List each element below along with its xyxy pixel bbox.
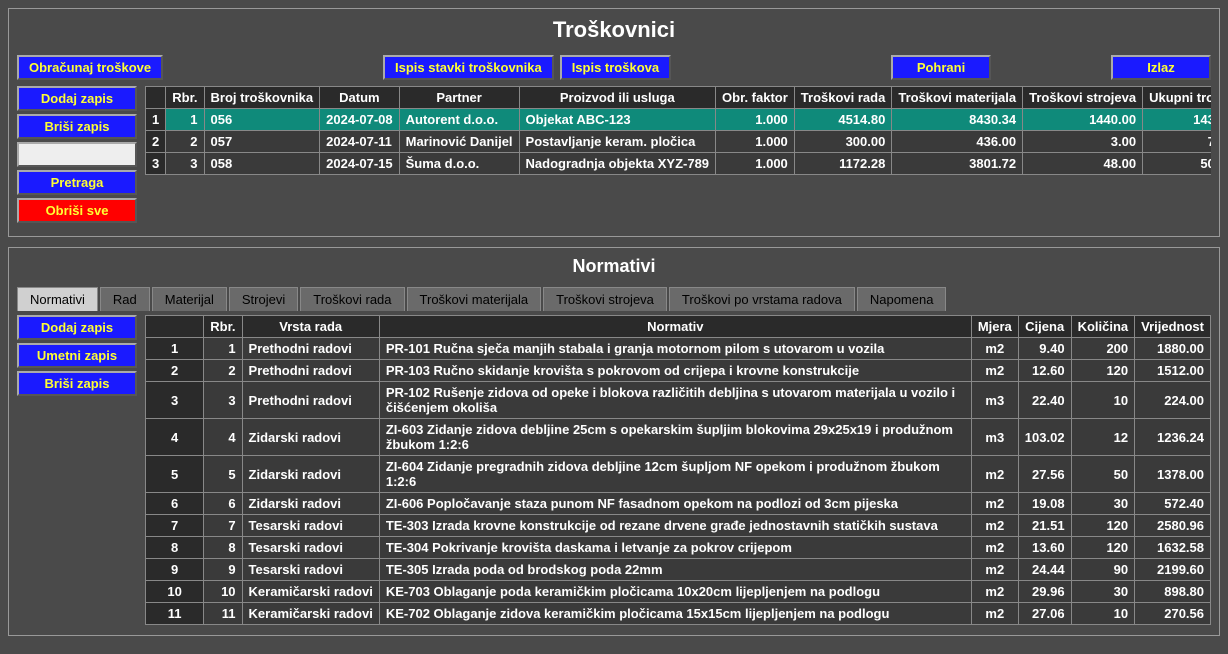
section-title: Normativi [17,256,1211,277]
side-buttons-1: Dodaj zapis Briši zapis Pretraga Obriši … [17,86,141,226]
pretraga-button[interactable]: Pretraga [17,170,137,195]
table-row[interactable]: 22Prethodni radoviPR-103 Ručno skidanje … [146,360,1211,382]
col-header[interactable]: Troškovi rada [794,87,892,109]
tab-troškovi po vrstama radova[interactable]: Troškovi po vrstama radova [669,287,855,311]
tabs: NormativiRadMaterijalStrojeviTroškovi ra… [17,287,1211,311]
col-header[interactable]: Vrsta rada [242,316,379,338]
obracunaj-button[interactable]: Obračunaj troškove [17,55,163,80]
table-row[interactable]: 220572024-07-11Marinović DanijelPostavlj… [146,131,1212,153]
ispis-troskova-button[interactable]: Ispis troškova [560,55,671,80]
brisi-zapis-button-1[interactable]: Briši zapis [17,114,137,139]
table-row[interactable]: 1111Keramičarski radoviKE-702 Oblaganje … [146,603,1211,625]
table-row[interactable]: 330582024-07-15Šuma d.o.o.Nadogradnja ob… [146,153,1212,175]
dodaj-zapis-button-2[interactable]: Dodaj zapis [17,315,137,340]
table-row[interactable]: 11Prethodni radoviPR-101 Ručna sječa man… [146,338,1211,360]
col-header[interactable]: Rbr. [166,87,204,109]
table-row[interactable]: 77Tesarski radoviTE-303 Izrada krovne ko… [146,515,1211,537]
brisi-zapis-button-2[interactable]: Briši zapis [17,371,137,396]
col-header[interactable]: Količina [1071,316,1135,338]
table-row[interactable]: 33Prethodni radoviPR-102 Rušenje zidova … [146,382,1211,419]
pohrani-button[interactable]: Pohrani [891,55,991,80]
side-buttons-2: Dodaj zapis Umetni zapis Briši zapis [17,315,141,625]
col-header[interactable]: Rbr. [204,316,242,338]
panel-troskovnici: Troškovnici Obračunaj troškove Ispis sta… [8,8,1220,237]
blank-side-button[interactable] [17,142,137,167]
umetni-zapis-button[interactable]: Umetni zapis [17,343,137,368]
col-header[interactable]: Ukupni troškovi [1143,87,1211,109]
obrisi-sve-button[interactable]: Obriši sve [17,198,137,223]
normativi-table[interactable]: Rbr.Vrsta radaNormativMjeraCijenaKoličin… [145,315,1211,625]
dodaj-zapis-button-1[interactable]: Dodaj zapis [17,86,137,111]
table-row[interactable]: 66Zidarski radoviZI-606 Popločavanje sta… [146,493,1211,515]
table-row[interactable]: 99Tesarski radoviTE-305 Izrada poda od b… [146,559,1211,581]
page-title: Troškovnici [17,17,1211,43]
tab-troškovi rada[interactable]: Troškovi rada [300,287,404,311]
col-header[interactable]: Obr. faktor [716,87,795,109]
col-header[interactable]: Troškovi strojeva [1023,87,1143,109]
table-row[interactable]: 44Zidarski radoviZI-603 Zidanje zidova d… [146,419,1211,456]
col-header[interactable]: Normativ [379,316,971,338]
col-header[interactable]: Cijena [1018,316,1071,338]
col-header[interactable]: Datum [320,87,400,109]
col-header[interactable]: Proizvod ili usluga [519,87,716,109]
table-row[interactable]: 55Zidarski radoviZI-604 Zidanje pregradn… [146,456,1211,493]
col-header[interactable]: Partner [399,87,519,109]
table-row[interactable]: 1010Keramičarski radoviKE-703 Oblaganje … [146,581,1211,603]
tab-strojevi[interactable]: Strojevi [229,287,298,311]
tab-troškovi strojeva[interactable]: Troškovi strojeva [543,287,667,311]
troskovnici-table[interactable]: Rbr.Broj troškovnikaDatumPartnerProizvod… [145,86,1211,175]
col-header[interactable]: Mjera [971,316,1018,338]
col-header[interactable]: Broj troškovnika [204,87,320,109]
tab-normativi[interactable]: Normativi [17,287,98,311]
tab-napomena[interactable]: Napomena [857,287,947,311]
table-row[interactable]: 88Tesarski radoviTE-304 Pokrivanje krovi… [146,537,1211,559]
ispis-stavki-button[interactable]: Ispis stavki troškovnika [383,55,554,80]
col-header[interactable]: Troškovi materijala [892,87,1023,109]
top-toolbar: Obračunaj troškove Ispis stavki troškovn… [17,55,1211,80]
tab-rad[interactable]: Rad [100,287,150,311]
panel-normativi: Normativi NormativiRadMaterijalStrojeviT… [8,247,1220,636]
izlaz-button[interactable]: Izlaz [1111,55,1211,80]
tab-troškovi materijala[interactable]: Troškovi materijala [407,287,542,311]
table-row[interactable]: 110562024-07-08Autorent d.o.o.Objekat AB… [146,109,1212,131]
tab-materijal[interactable]: Materijal [152,287,227,311]
col-header[interactable]: Vrijednost [1135,316,1211,338]
